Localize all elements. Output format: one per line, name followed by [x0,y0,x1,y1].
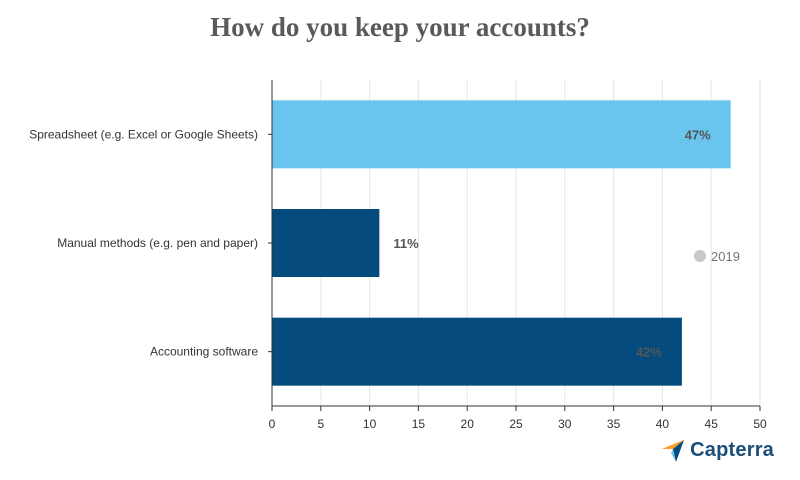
chart-title: How do you keep your accounts? [210,12,590,42]
x-tick-label: 10 [363,417,377,431]
x-tick-label: 40 [656,417,670,431]
capterra-logo: Capterra [662,439,774,462]
x-tick-label: 35 [607,417,621,431]
x-tick-label: 15 [412,417,426,431]
legend-marker [694,250,706,262]
x-tick-label: 0 [269,417,276,431]
x-tick-label: 20 [461,417,475,431]
category-label: Spreadsheet (e.g. Excel or Google Sheets… [29,127,258,141]
x-tick-label: 30 [558,417,572,431]
capterra-wordmark: Capterra [690,439,774,461]
bar [272,317,682,386]
capterra-arrow-icon [662,439,685,462]
x-tick-label: 25 [509,417,523,431]
data-label: 42% [636,345,662,360]
x-tick-label: 45 [705,417,719,431]
legend-label: 2019 [711,249,740,264]
data-label: 47% [685,127,711,142]
x-tick-label: 5 [317,417,324,431]
x-tick-label: 50 [753,417,767,431]
data-label: 11% [393,236,419,251]
category-label: Accounting software [150,345,258,359]
category-label: Manual methods (e.g. pen and paper) [57,236,258,250]
bar [272,100,731,169]
bar [272,209,380,277]
